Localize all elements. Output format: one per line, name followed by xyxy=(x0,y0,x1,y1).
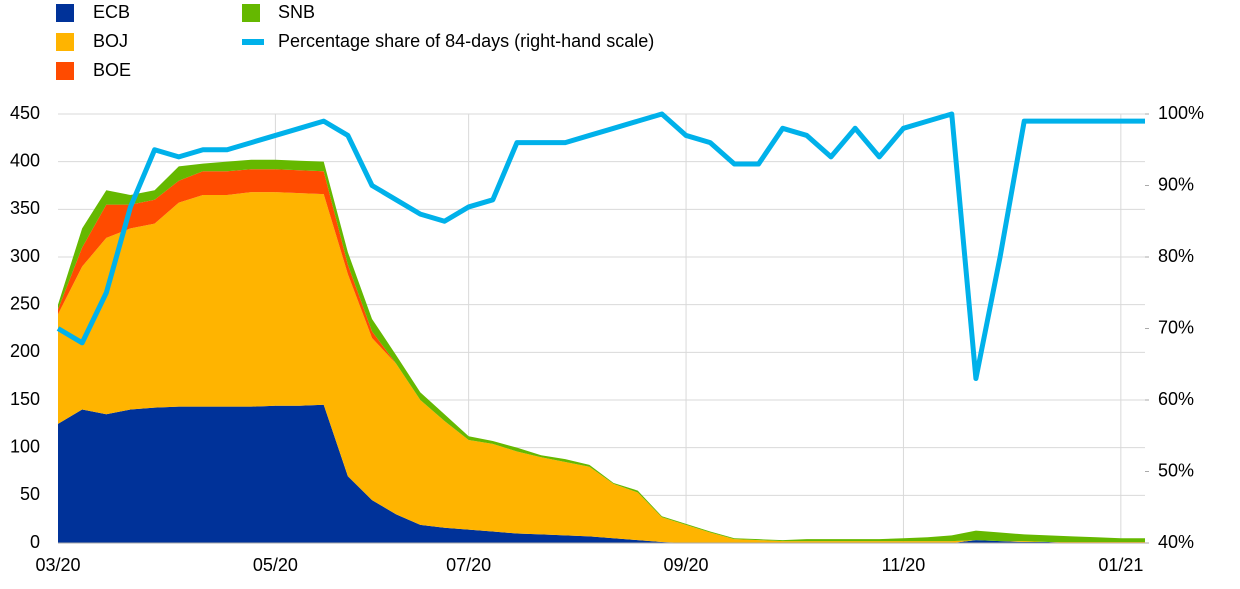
legend-label: Percentage share of 84-days (right-hand … xyxy=(278,31,654,51)
legend-swatch xyxy=(56,62,74,80)
y-tick-label: 50 xyxy=(20,484,40,504)
legend-swatch xyxy=(56,33,74,51)
area xyxy=(58,404,1145,543)
x-tick-label: 03/20 xyxy=(35,555,80,575)
x-tick-label: 01/21 xyxy=(1098,555,1143,575)
x-tick-label: 09/20 xyxy=(664,555,709,575)
y-tick-label: 350 xyxy=(10,198,40,218)
y-tick-label: 300 xyxy=(10,246,40,266)
y-tick-label: 450 xyxy=(10,103,40,123)
y2-tick-label: 100% xyxy=(1158,103,1204,123)
y-tick-label: 200 xyxy=(10,341,40,361)
y2-tick-label: 50% xyxy=(1158,460,1194,480)
y2-tick-label: 70% xyxy=(1158,317,1194,337)
legend-swatch xyxy=(242,4,260,22)
y2-tick-label: 60% xyxy=(1158,389,1194,409)
x-tick-label: 07/20 xyxy=(446,555,491,575)
legend-label: ECB xyxy=(93,2,130,22)
x-tick-label: 05/20 xyxy=(253,555,298,575)
legend-label: BOE xyxy=(93,60,131,80)
y-tick-label: 100 xyxy=(10,436,40,456)
y2-tick-label: 80% xyxy=(1158,246,1194,266)
y2-tick-label: 40% xyxy=(1158,532,1194,552)
y-tick-label: 150 xyxy=(10,389,40,409)
y-tick-label: 250 xyxy=(10,293,40,313)
legend-label: BOJ xyxy=(93,31,128,51)
y-tick-label: 0 xyxy=(30,532,40,552)
x-tick-label: 11/20 xyxy=(882,555,926,575)
line xyxy=(56,111,1145,382)
y2-tick-label: 90% xyxy=(1158,174,1194,194)
area xyxy=(58,192,1145,543)
legend-swatch xyxy=(56,4,74,22)
legend-label: SNB xyxy=(278,2,315,22)
y-tick-label: 400 xyxy=(10,150,40,170)
area xyxy=(58,169,1145,543)
